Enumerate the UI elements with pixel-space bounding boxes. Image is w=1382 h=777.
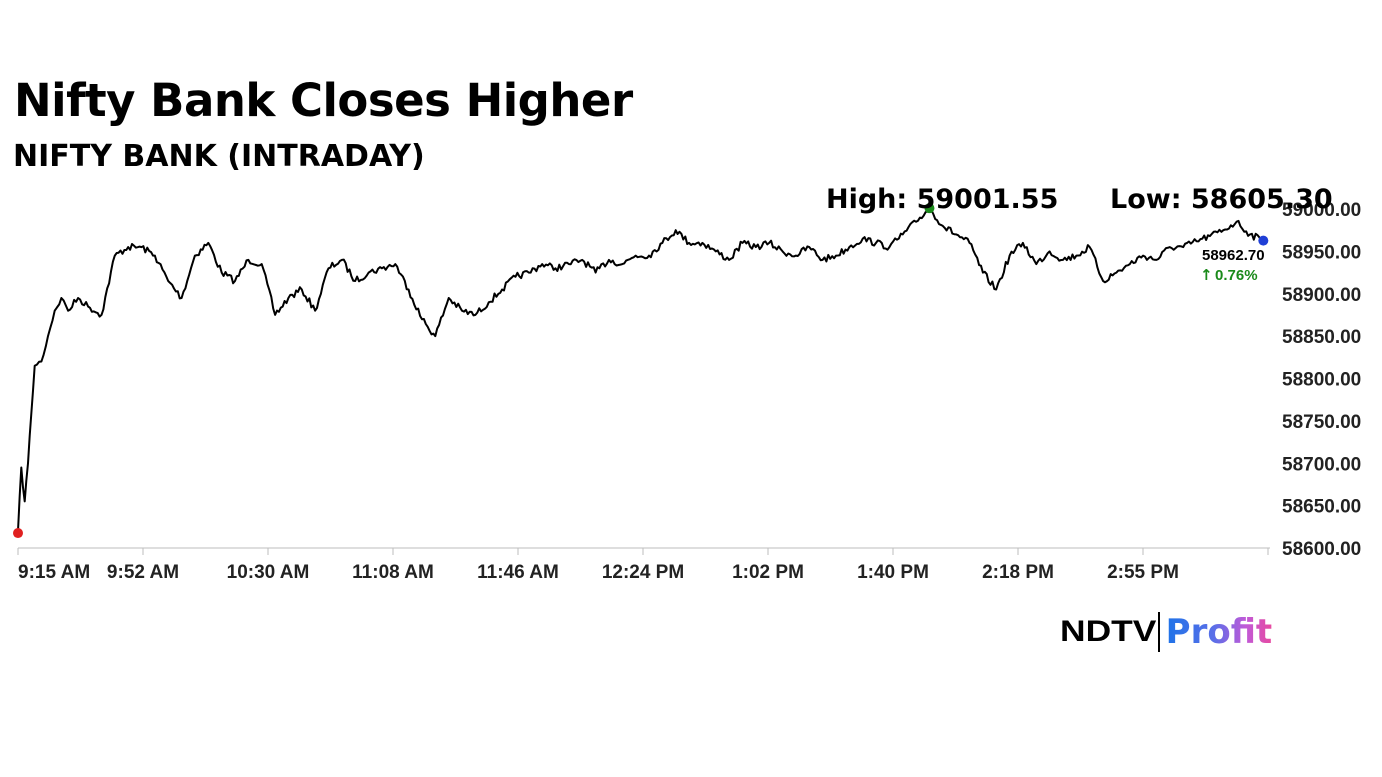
x-tick-label: 11:08 AM bbox=[352, 562, 434, 583]
change-arrow-icon: ↑ bbox=[1200, 266, 1213, 284]
x-tick-label: 1:40 PM bbox=[857, 562, 929, 583]
x-tick-label: 2:18 PM bbox=[982, 562, 1054, 583]
y-tick-label: 58950.00 bbox=[1282, 242, 1361, 263]
chart-title: Nifty Bank Closes Higher bbox=[14, 74, 633, 127]
y-tick-label: 58600.00 bbox=[1282, 539, 1361, 560]
ndtv-wordmark: NDTV bbox=[1060, 615, 1157, 648]
x-tick-label: 9:15 AM bbox=[18, 562, 90, 583]
low-label: Low: 58605.30 bbox=[1110, 184, 1333, 215]
chart-subtitle: NIFTY BANK (INTRADAY) bbox=[13, 139, 425, 174]
low-marker bbox=[13, 528, 23, 539]
high-label: High: 59001.55 bbox=[826, 184, 1058, 215]
x-tick-label: 11:46 AM bbox=[477, 562, 559, 583]
y-tick-label: 58850.00 bbox=[1282, 327, 1361, 348]
x-tick-label: 1:02 PM bbox=[732, 562, 804, 583]
y-tick-label: 58700.00 bbox=[1282, 454, 1361, 475]
high-marker bbox=[924, 203, 935, 214]
profit-wordmark: Profit bbox=[1165, 612, 1273, 652]
y-tick-label: 58900.00 bbox=[1282, 285, 1361, 306]
y-tick-label: 58800.00 bbox=[1282, 370, 1361, 391]
y-tick-label: 59000.00 bbox=[1282, 200, 1361, 221]
ndtv-profit-logo: NDTV Profit bbox=[1060, 612, 1272, 656]
x-tick-label: 10:30 AM bbox=[227, 562, 310, 583]
x-tick-label: 12:24 PM bbox=[602, 562, 684, 583]
y-tick-label: 58750.00 bbox=[1282, 412, 1361, 433]
y-tick-label: 58650.00 bbox=[1282, 497, 1361, 518]
price-line bbox=[17, 207, 1264, 532]
change-percent-label: 0.76% bbox=[1215, 267, 1258, 284]
last-value-label: 58962.70 bbox=[1202, 247, 1265, 264]
x-tick-label: 9:52 AM bbox=[107, 562, 179, 583]
close-marker bbox=[1258, 235, 1269, 246]
logo-divider bbox=[1157, 612, 1160, 652]
x-tick-label: 2:55 PM bbox=[1107, 562, 1179, 583]
